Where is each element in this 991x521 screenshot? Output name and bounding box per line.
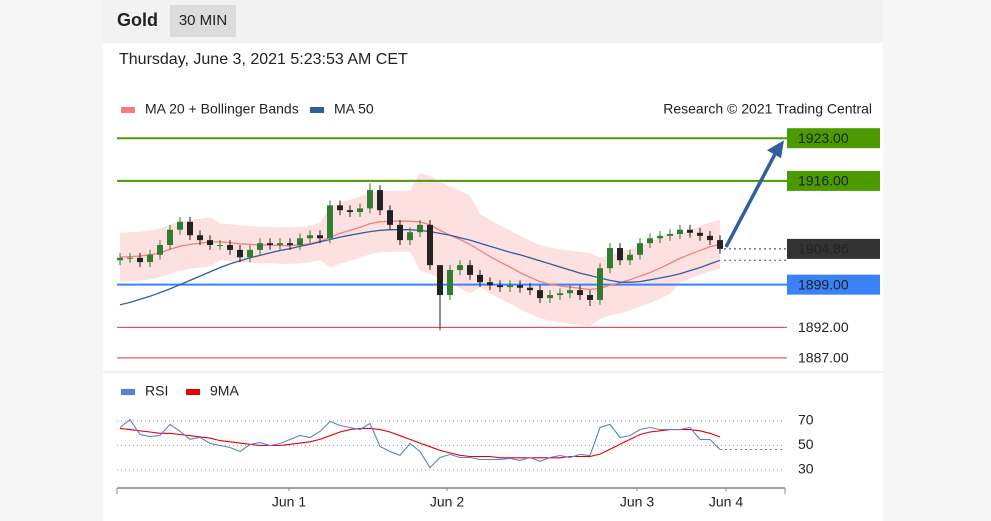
candle-body	[427, 224, 433, 266]
x-tick-label: Jun 2	[430, 494, 464, 510]
candle-body	[517, 285, 523, 288]
candle-body	[317, 235, 323, 239]
candle-body	[657, 235, 663, 239]
candle-body	[627, 254, 633, 261]
candle-body	[717, 240, 723, 249]
timeframe-label[interactable]: 30 MIN	[179, 12, 227, 29]
candle-body	[247, 249, 253, 258]
level-label-box	[787, 170, 880, 191]
timeframe-button[interactable]	[170, 5, 236, 37]
candle-body	[257, 243, 263, 250]
candle-body	[547, 295, 553, 299]
candle-body	[387, 210, 393, 225]
legend-swatch	[186, 389, 200, 395]
candle-body	[267, 243, 273, 245]
candle-body	[507, 285, 513, 288]
candle-body	[577, 290, 583, 296]
candle-body	[227, 245, 233, 250]
candle-body	[177, 221, 183, 230]
last-price-label: 1904.86	[798, 241, 849, 257]
candle-body	[217, 245, 223, 246]
candle-body	[197, 235, 203, 241]
candle-body	[167, 229, 173, 245]
candle-body	[437, 265, 443, 296]
candle-body	[667, 234, 673, 236]
candle-body	[407, 232, 413, 241]
legend-label: MA 20 + Bollinger Bands	[145, 101, 299, 117]
candle-body	[617, 248, 623, 261]
indicator-line	[119, 418, 721, 469]
legend-swatch	[121, 389, 135, 395]
candle-body	[687, 229, 693, 233]
candle-body	[397, 224, 403, 241]
candle-body	[277, 243, 283, 245]
candle-body	[237, 249, 243, 258]
timestamp: Thursday, June 3, 2021 5:23:53 AM CET	[119, 51, 408, 68]
candle-body	[647, 238, 653, 244]
candle-body	[707, 235, 713, 241]
candle-body	[187, 221, 193, 236]
candle-body	[207, 240, 213, 245]
candle-body	[447, 270, 453, 296]
candle-body	[327, 205, 333, 239]
x-tick-label: Jun 4	[709, 494, 743, 510]
candle-body	[587, 295, 593, 300]
candle-body	[607, 248, 613, 269]
candle-body	[377, 190, 383, 211]
indicator-line	[119, 427, 721, 459]
legend-label: 9MA	[210, 383, 239, 399]
candle-body	[497, 285, 503, 288]
legend-swatch	[121, 107, 135, 113]
candle-body	[487, 282, 493, 286]
target-arrow-shaft	[724, 153, 777, 248]
candle-body	[477, 274, 483, 283]
x-tick-label: Jun 3	[620, 494, 654, 510]
target-arrow-head	[767, 140, 784, 159]
level-label: 1887.00	[798, 350, 849, 366]
y-tick-label: 50	[798, 436, 814, 452]
candle-body	[127, 257, 133, 259]
source-note: Research © 2021 Trading Central	[663, 101, 872, 117]
candle-body	[677, 229, 683, 235]
legend-label: MA 50	[334, 101, 374, 117]
candle-body	[567, 290, 573, 294]
candle-body	[527, 287, 533, 291]
candle-body	[467, 265, 473, 275]
level-label: 1923.00	[798, 130, 849, 146]
y-tick-label: 70	[798, 412, 814, 428]
level-label-box	[787, 128, 880, 149]
candle-body	[537, 290, 543, 299]
level-label: 1892.00	[798, 319, 849, 335]
candle-body	[367, 190, 373, 209]
x-tick-label: Jun 1	[272, 494, 306, 510]
last-price-box	[787, 238, 880, 259]
instrument-title: Gold	[117, 10, 158, 30]
legend-label: RSI	[145, 383, 168, 399]
candle-body	[557, 293, 563, 296]
candle-body	[457, 265, 463, 271]
candle-body	[637, 243, 643, 255]
legend-swatch	[310, 107, 324, 113]
candle-body	[357, 208, 363, 213]
y-tick-label: 30	[798, 461, 814, 477]
candle-body	[337, 205, 343, 211]
candle-body	[157, 245, 163, 255]
candle-body	[597, 268, 603, 300]
level-label: 1916.00	[798, 173, 849, 189]
level-label-box	[787, 274, 880, 295]
candle-body	[117, 257, 123, 261]
level-label: 1899.00	[798, 276, 849, 292]
candle-body	[297, 238, 303, 245]
candle-body	[287, 243, 293, 245]
candle-body	[347, 210, 353, 213]
candle-body	[697, 232, 703, 236]
candle-body	[307, 235, 313, 239]
candle-body	[417, 224, 423, 233]
candle-body	[137, 257, 143, 263]
candle-body	[147, 254, 153, 263]
